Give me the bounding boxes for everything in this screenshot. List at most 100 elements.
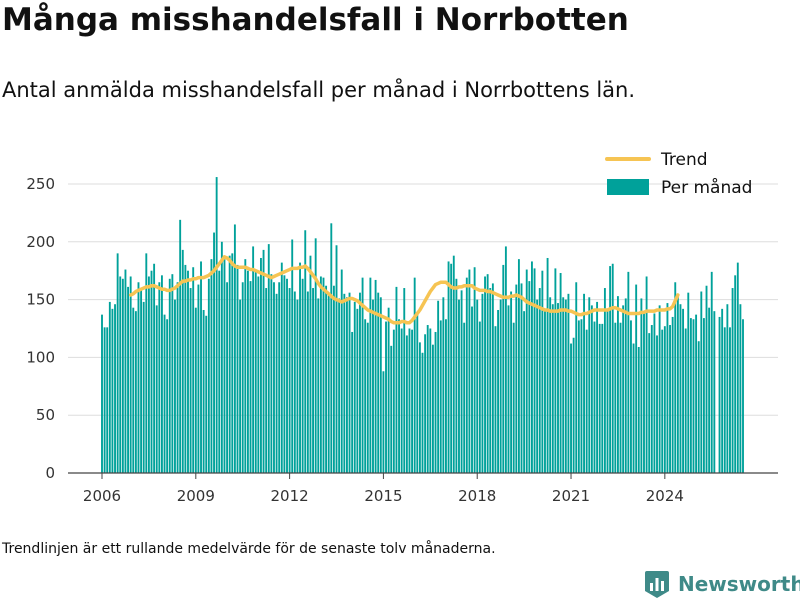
bar	[431, 344, 434, 473]
bar	[528, 281, 531, 473]
bar	[197, 284, 200, 473]
x-tick-label: 2012	[271, 487, 309, 505]
x-tick-label: 2009	[177, 487, 215, 505]
bar	[590, 305, 593, 473]
bar	[585, 329, 588, 473]
bar	[283, 275, 286, 473]
bar	[184, 264, 187, 473]
axes: 2006 2009 2012 2015 2018 2021 2024	[68, 472, 778, 505]
bar	[291, 239, 294, 473]
bar	[546, 257, 549, 473]
bar	[213, 232, 215, 473]
bar	[445, 319, 447, 473]
bar	[140, 288, 143, 473]
bar	[635, 284, 638, 473]
bar	[147, 276, 150, 473]
bar	[515, 284, 518, 473]
bar	[663, 326, 666, 473]
bar	[387, 307, 390, 473]
bar	[603, 288, 606, 473]
bar	[484, 276, 486, 473]
bar	[187, 270, 189, 473]
bar	[359, 292, 361, 473]
bar	[426, 325, 429, 473]
bar	[689, 318, 692, 473]
bar	[622, 305, 625, 473]
bar	[114, 304, 116, 473]
bar	[127, 286, 129, 473]
bar	[650, 325, 653, 473]
bar	[723, 327, 726, 473]
bar	[557, 303, 559, 473]
bar	[721, 308, 724, 473]
bar	[614, 322, 617, 473]
bar	[424, 334, 427, 473]
bar	[317, 298, 320, 473]
bar	[619, 322, 622, 473]
bar	[382, 371, 385, 473]
bar	[319, 276, 322, 473]
bar	[507, 305, 510, 473]
bar	[160, 275, 163, 473]
bar	[447, 261, 450, 473]
footnote: Trendlinjen är ett rullande medelvärde f…	[2, 541, 496, 557]
bar	[418, 342, 421, 473]
bar	[252, 246, 255, 473]
bar	[429, 328, 432, 473]
bar	[567, 293, 570, 473]
bar	[697, 341, 700, 473]
bar	[210, 259, 213, 473]
bar	[228, 255, 231, 473]
bar	[405, 335, 408, 473]
bar	[437, 300, 440, 473]
bar	[627, 271, 630, 473]
bar	[124, 269, 127, 473]
bar	[273, 282, 275, 473]
bar	[137, 282, 140, 473]
bar	[413, 277, 416, 473]
bar	[510, 291, 513, 473]
bar	[372, 299, 374, 473]
bar	[710, 271, 713, 473]
bar	[395, 286, 398, 473]
bar	[309, 255, 312, 473]
bar	[729, 327, 731, 473]
bar	[702, 318, 705, 473]
bar	[497, 310, 500, 473]
bar	[103, 327, 106, 473]
bar	[340, 269, 343, 473]
bar	[606, 308, 609, 473]
bar	[301, 278, 304, 473]
bar	[583, 293, 585, 473]
bar	[220, 241, 223, 473]
bar	[223, 259, 226, 473]
bar	[726, 304, 729, 473]
bar	[554, 268, 557, 473]
bar	[577, 320, 580, 473]
bar	[669, 325, 671, 473]
bar	[630, 320, 632, 473]
bar	[364, 319, 367, 473]
bar	[278, 282, 281, 473]
bar	[403, 288, 406, 473]
bar	[692, 319, 695, 473]
bar	[332, 285, 335, 473]
bar-chart: 0 50 100 150 200 250 2006 2009 2012 2015 2018 2021…	[26, 150, 778, 505]
bar	[106, 327, 109, 473]
bar	[421, 352, 424, 473]
bar	[392, 329, 395, 473]
bar	[676, 293, 679, 473]
bar	[312, 288, 314, 473]
bar	[616, 296, 619, 473]
bar	[353, 301, 356, 473]
bar	[233, 224, 236, 473]
bar	[205, 315, 208, 473]
y-tick-label: 150	[26, 291, 55, 309]
bar	[330, 223, 333, 473]
bar	[596, 301, 599, 473]
bar	[609, 266, 612, 473]
bar	[288, 288, 291, 473]
bar	[452, 255, 455, 473]
bar	[293, 291, 296, 473]
bar	[455, 278, 458, 473]
